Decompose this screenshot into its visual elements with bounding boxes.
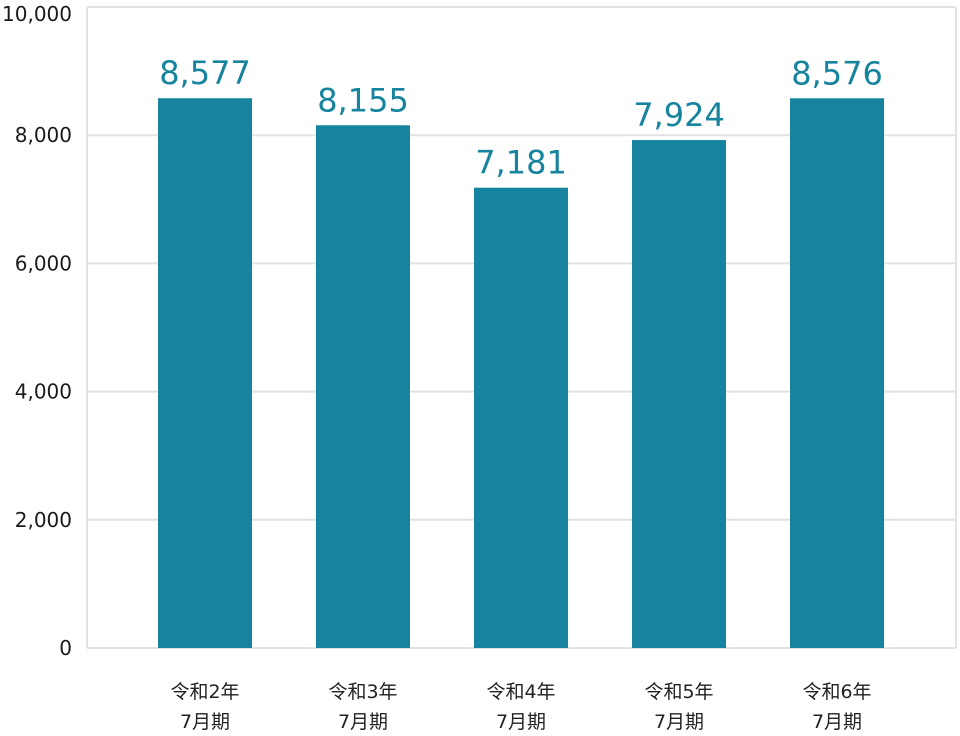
y-tick-label: 2,000 bbox=[15, 508, 72, 532]
y-axis-tick-labels: 0 2,000 4,000 6,000 8,000 10,000 bbox=[2, 2, 72, 660]
bar bbox=[632, 140, 726, 648]
x-category-label: 7月期 bbox=[654, 711, 704, 733]
y-tick-label: 10,000 bbox=[2, 2, 72, 26]
y-tick-label: 0 bbox=[59, 636, 72, 660]
bars bbox=[158, 98, 884, 649]
bar bbox=[790, 98, 884, 649]
axes bbox=[86, 7, 957, 648]
x-category-label: 7月期 bbox=[180, 711, 230, 733]
x-category-label: 令和5年 bbox=[644, 681, 713, 703]
bar bbox=[158, 98, 252, 649]
x-category-label: 令和4年 bbox=[486, 681, 555, 703]
bar bbox=[474, 187, 568, 648]
value-labels: 8,577 8,155 7,181 7,924 8,576 bbox=[159, 54, 883, 181]
x-category-label: 7月期 bbox=[338, 711, 388, 733]
x-category-label: 令和2年 bbox=[170, 681, 239, 703]
y-tick-label: 8,000 bbox=[15, 123, 72, 147]
y-tick-label: 6,000 bbox=[15, 251, 72, 275]
bar-value-label: 8,155 bbox=[317, 81, 409, 119]
category-labels: 令和2年 7月期 令和3年 7月期 令和4年 7月期 令和5年 7月期 令和6年 7月期 bbox=[170, 681, 871, 733]
bar-value-label: 8,576 bbox=[791, 54, 883, 92]
bar-value-label: 7,924 bbox=[633, 96, 725, 134]
bar-value-label: 7,181 bbox=[475, 144, 567, 182]
y-tick-label: 4,000 bbox=[15, 380, 72, 404]
bar bbox=[316, 125, 410, 648]
bar-value-label: 8,577 bbox=[159, 54, 251, 92]
x-category-label: 7月期 bbox=[812, 711, 862, 733]
x-category-label: 7月期 bbox=[496, 711, 546, 733]
x-category-label: 令和3年 bbox=[328, 681, 397, 703]
x-category-label: 令和6年 bbox=[802, 681, 871, 703]
